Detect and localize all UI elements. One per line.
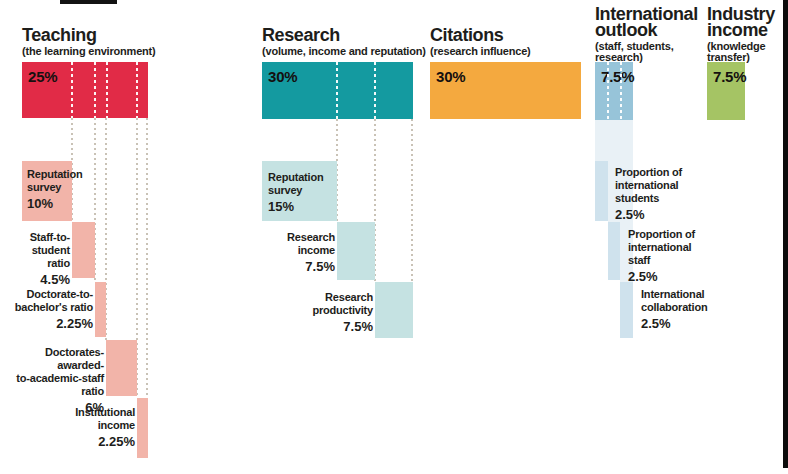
label-international-collaboration: International collaboration 2.5% [641,288,726,330]
international-guide-strip [595,120,608,161]
teaching-staff-student-bar [72,222,95,278]
pct-value: 10% [27,197,77,210]
section-title-teaching: Teaching [22,27,156,43]
section-subtitle-industry: (knowledge transfer) [707,41,775,63]
label-doctorate-bachelor-ratio: Doctorate-to- bachelor's ratio 2.25% [0,288,93,330]
citations-weight-value: 30% [436,68,465,85]
international-main-bar: 7.5% [595,62,633,120]
section-header-teaching: Teaching (the learning environment) [22,27,156,57]
label-international-students: Proportion of international students 2.5… [615,166,695,221]
research-productivity-bar [375,282,413,338]
section-header-research: Research (volume, income and reputation) [262,27,426,57]
research-main-bar: 30% [262,62,413,119]
ranking-weightings-chart: Teaching (the learning environment) 25% … [0,0,788,474]
pct-value: 2.5% [615,208,695,221]
section-title-industry: Industry income [707,6,775,38]
industry-weight-value: 7.5% [713,68,746,85]
international-staff-bar [608,222,620,280]
pct-value: 2.5% [628,270,708,283]
teaching-weight-value: 25% [28,68,57,85]
section-subtitle-citations: (research influence) [430,46,531,57]
section-header-citations: Citations (research influence) [430,27,531,57]
right-border [783,0,788,468]
section-subtitle-research: (volume, income and reputation) [262,46,426,57]
pct-value: 2.25% [0,317,93,330]
segment-divider [71,62,73,118]
international-weight-value: 7.5% [601,68,634,85]
international-collaboration-bar [620,282,633,338]
label-research-income: Research income 7.5% [255,231,335,273]
label-doctorates-staff-ratio: Doctorates-awarded- to-academic-staff ra… [0,346,104,414]
segment-divider [106,62,108,118]
section-header-international: International outlook (staff, students, … [595,6,698,63]
section-subtitle-teaching: (the learning environment) [22,46,156,57]
teaching-doctorates-staff-bar [106,340,137,396]
label-research-productivity: Research productivity 7.5% [273,291,373,333]
section-title-international: International outlook [595,6,698,38]
label-staff-student-ratio: Staff-to- student ratio 4.5% [6,231,70,286]
label-international-staff: Proportion of international staff 2.5% [628,228,708,283]
top-crop-artifact [60,0,117,4]
pct-value: 2.5% [641,317,726,330]
segment-divider [136,62,138,118]
segment-divider [374,62,376,119]
pct-value: 7.5% [273,320,373,333]
segment-divider [607,62,609,120]
segment-divider [94,62,96,118]
segment-divider [336,62,338,119]
teaching-doctorate-bachelor-bar [95,282,106,337]
research-weight-value: 30% [268,68,297,85]
research-income-bar [337,222,375,280]
pct-value: 2.25% [20,435,135,448]
pct-value: 4.5% [6,273,70,286]
dotted-guide [411,119,413,282]
citations-main-bar: 30% [430,62,581,119]
section-subtitle-international: (staff, students, research) [595,41,698,63]
section-header-industry: Industry income (knowledge transfer) [707,6,775,63]
international-students-bar [595,161,608,221]
teaching-main-bar: 25% [22,62,148,118]
industry-main-bar: 7.5% [707,62,745,120]
segment-divider [620,62,622,120]
label-reputation-survey: Reputation survey 10% [27,168,77,210]
teaching-institutional-income-bar [137,398,148,458]
label-research-reputation-survey: Reputation survey 15% [268,171,338,213]
section-title-research: Research [262,27,426,43]
section-title-citations: Citations [430,27,531,43]
label-institutional-income: Institutional income 2.25% [20,406,135,448]
pct-value: 15% [268,200,338,213]
pct-value: 7.5% [255,260,335,273]
